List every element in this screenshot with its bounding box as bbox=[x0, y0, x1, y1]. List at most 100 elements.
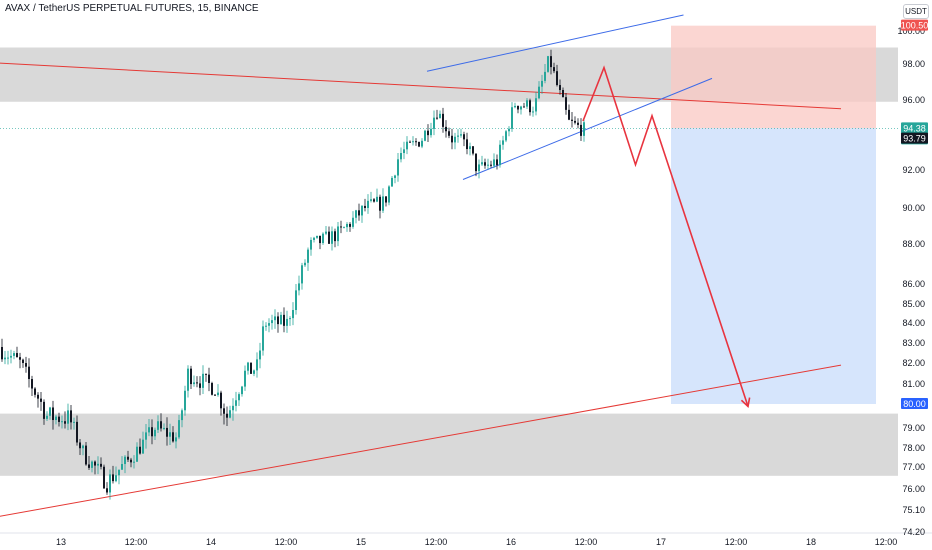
candle bbox=[7, 350, 9, 365]
candle bbox=[439, 110, 441, 119]
candle bbox=[61, 415, 63, 429]
candle bbox=[499, 140, 501, 168]
candle-body bbox=[568, 109, 570, 120]
candle bbox=[508, 126, 510, 137]
candle bbox=[544, 64, 546, 84]
candle-body bbox=[397, 159, 399, 176]
candle-body bbox=[277, 316, 279, 325]
candle-body bbox=[292, 310, 294, 319]
y-tick-label: 76.00 bbox=[902, 484, 925, 494]
candle-body bbox=[337, 226, 339, 242]
candle bbox=[187, 365, 189, 398]
candle-body bbox=[442, 113, 444, 127]
candle bbox=[199, 376, 201, 396]
candle bbox=[289, 316, 291, 326]
candle-body bbox=[193, 382, 195, 385]
candle bbox=[514, 102, 516, 109]
stop-price-tag[interactable] bbox=[901, 19, 928, 31]
candle-body bbox=[19, 357, 21, 360]
candle bbox=[103, 464, 105, 490]
candle bbox=[265, 322, 267, 331]
candle bbox=[529, 98, 531, 116]
candle bbox=[256, 352, 258, 378]
candle bbox=[166, 417, 168, 446]
support-zone[interactable] bbox=[0, 413, 898, 476]
candle bbox=[520, 105, 522, 115]
candle bbox=[82, 444, 84, 456]
candle-body bbox=[331, 231, 333, 244]
candle-body bbox=[334, 231, 336, 242]
candle bbox=[79, 438, 81, 456]
candle-body bbox=[190, 368, 192, 385]
candle-body bbox=[247, 362, 249, 371]
price-axis[interactable] bbox=[898, 0, 932, 550]
x-tick-label: 12:00 bbox=[125, 537, 148, 547]
candle-body bbox=[121, 464, 123, 470]
projected-path-arrow[interactable] bbox=[582, 65, 749, 407]
candle-body bbox=[208, 374, 210, 384]
candle bbox=[34, 387, 36, 398]
candle-body bbox=[244, 370, 246, 387]
candle bbox=[397, 152, 399, 182]
candle bbox=[178, 414, 180, 440]
candle bbox=[4, 351, 6, 365]
candle-body bbox=[232, 405, 234, 411]
candle bbox=[454, 132, 456, 150]
candle bbox=[88, 455, 90, 471]
descending-trendline[interactable] bbox=[0, 59, 842, 110]
candle bbox=[85, 441, 87, 466]
candle-body bbox=[364, 205, 366, 208]
candle-body bbox=[376, 196, 378, 202]
candle-body bbox=[340, 226, 342, 228]
rising-channel-upper-line[interactable] bbox=[426, 14, 684, 72]
rising-channel-lower-line[interactable] bbox=[462, 77, 713, 180]
candle-body bbox=[118, 469, 120, 476]
y-tick-label: 98.00 bbox=[902, 59, 925, 69]
candle-body bbox=[490, 164, 492, 166]
candle-body bbox=[76, 421, 78, 443]
candle bbox=[253, 369, 255, 377]
candle-body bbox=[64, 421, 66, 424]
x-tick-label: 15 bbox=[356, 537, 366, 547]
candle bbox=[379, 194, 381, 219]
take-profit-zone[interactable] bbox=[671, 128, 876, 404]
candle bbox=[403, 141, 405, 160]
stop-loss-zone[interactable] bbox=[671, 25, 876, 129]
candle-body bbox=[424, 130, 426, 141]
candle-body bbox=[370, 199, 372, 201]
candle-body bbox=[358, 210, 360, 216]
candle-body bbox=[496, 159, 498, 166]
candle bbox=[460, 128, 462, 138]
candle-body bbox=[571, 119, 573, 121]
candle bbox=[400, 147, 402, 163]
candle-body bbox=[511, 107, 513, 129]
candle-body bbox=[148, 427, 150, 433]
target-price-tag[interactable] bbox=[901, 398, 928, 409]
candle-body bbox=[7, 357, 9, 359]
candle bbox=[418, 141, 420, 148]
candle-body bbox=[169, 432, 171, 437]
crosshair-price-tag-text: 93.79 bbox=[903, 134, 926, 144]
candle-body bbox=[457, 135, 459, 137]
candle-body bbox=[157, 421, 159, 430]
candle bbox=[550, 49, 552, 75]
candle-body bbox=[439, 113, 441, 119]
crosshair-price-tag[interactable] bbox=[901, 132, 928, 144]
candle-body bbox=[562, 89, 564, 98]
candle bbox=[568, 104, 570, 121]
ascending-trendline[interactable] bbox=[0, 364, 842, 529]
candle bbox=[382, 188, 384, 213]
candle-body bbox=[49, 407, 51, 416]
currency-unit-badge[interactable]: USDT bbox=[903, 4, 929, 19]
candle bbox=[538, 81, 540, 100]
candle bbox=[133, 455, 135, 469]
candle-body bbox=[22, 359, 24, 364]
candle-body bbox=[481, 162, 483, 165]
candle bbox=[208, 367, 210, 392]
candle-body bbox=[223, 408, 225, 414]
candle-body bbox=[259, 350, 261, 360]
candle bbox=[496, 154, 498, 170]
y-tick-label: 90.00 bbox=[902, 203, 925, 213]
candle bbox=[370, 191, 372, 203]
